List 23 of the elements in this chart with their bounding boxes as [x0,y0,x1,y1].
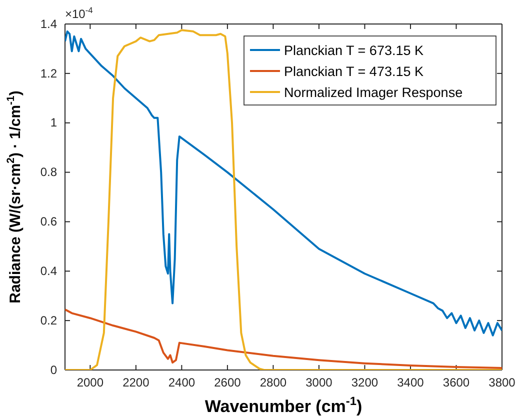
x-tick-label: 2400 [168,376,196,390]
x-tick-label: 3000 [306,376,333,390]
x-tick-label: 3400 [397,376,424,390]
x-tick-label: 2200 [122,376,150,390]
y-tick-label: 0.2 [40,313,58,328]
y-tick-label: 0 [50,362,58,377]
x-tick-label: 2600 [214,376,242,390]
y-tick-label: 1 [50,116,58,130]
x-tick-label: 3800 [488,376,516,390]
y-tick-label: 1.4 [40,16,58,31]
x-tick-label: 3600 [442,376,470,390]
x-tick-label: 2800 [260,376,287,390]
x-axis-title: Wavenumber (cm$^{-1}$) [204,394,362,416]
y-tick-label: 1.2 [40,66,58,80]
legend-label: Planckian T = 673.15 K [284,43,424,58]
y-tick-label: 0.4 [40,264,58,278]
x-tick-label: 2000 [76,376,104,390]
legend-label: Planckian T = 473.15 K [284,64,424,79]
text: ×10$^{-4}$ [65,5,94,21]
legend-label: Normalized Imager Response [284,85,463,100]
y-tick-label: 0.8 [40,165,58,180]
y-tick-label: 0.6 [40,214,58,229]
x-tick-label: 3200 [351,376,378,390]
